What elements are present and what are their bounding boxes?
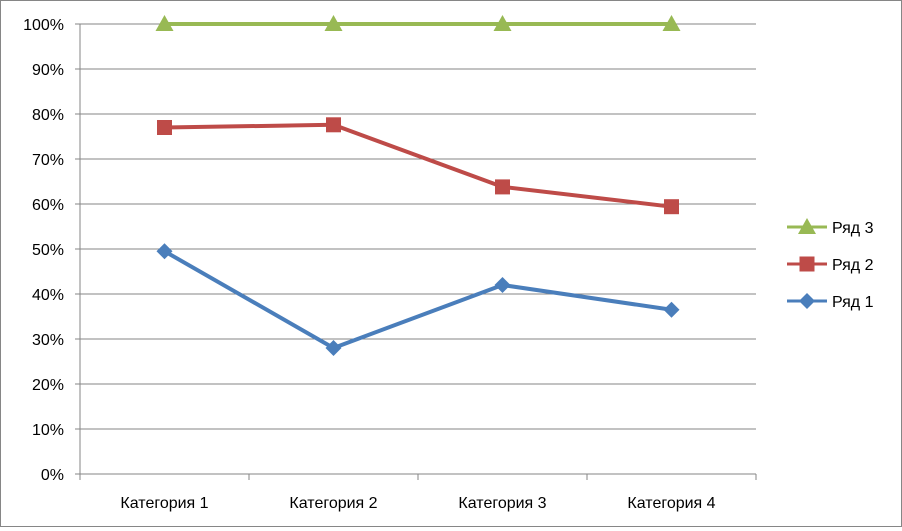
y-tick-label: 20%: [32, 377, 64, 394]
x-tick-label: Категория 3: [458, 495, 546, 512]
series-1-point: [494, 277, 511, 293]
legend: Ряд 3 Ряд 2 Ряд 1: [787, 218, 874, 311]
legend-swatch-marker: [798, 218, 816, 234]
x-axis-tick-labels: Категория 1 Категория 2 Категория 3 Категор…: [120, 495, 715, 512]
series-3-point: [493, 15, 512, 31]
legend-item-3: Ряд 3: [787, 218, 874, 237]
legend-item-1: Ряд 1: [787, 293, 874, 311]
series-3: [155, 15, 681, 31]
series-2: [157, 117, 679, 215]
series-3-point: [662, 15, 681, 31]
y-tick-label: 40%: [32, 287, 64, 304]
series-1-point: [663, 301, 680, 318]
y-tick-label: 10%: [32, 422, 64, 439]
axes: [75, 23, 757, 480]
legend-label: Ряд 1: [832, 294, 874, 311]
x-tick-label: Категория 4: [627, 495, 715, 512]
series-2-point: [495, 179, 510, 195]
legend-label: Ряд 3: [832, 220, 874, 237]
y-tick-label: 0%: [41, 467, 64, 484]
y-axis-tick-labels: 0% 10% 20% 30% 40% 50% 60% 70% 80% 90% 100%: [23, 17, 64, 484]
x-tick-label: Категория 2: [289, 495, 377, 512]
y-tick-label: 80%: [32, 107, 64, 124]
y-tick-label: 70%: [32, 152, 64, 169]
legend-swatch-marker: [799, 293, 815, 309]
series-lines: [155, 15, 681, 356]
legend-swatch-marker: [799, 256, 815, 272]
gridlines: [80, 23, 756, 430]
series-1: [156, 243, 680, 356]
series-1-point: [325, 340, 342, 356]
x-tick-label: Категория 1: [120, 495, 208, 512]
series-2-point: [664, 199, 679, 215]
series-3-point: [155, 15, 174, 31]
y-tick-label: 60%: [32, 197, 64, 214]
series-2-line: [162, 122, 674, 209]
series-2-point: [157, 120, 172, 135]
series-2-point: [326, 117, 341, 133]
legend-item-2: Ряд 2: [787, 256, 874, 274]
y-tick-label: 100%: [23, 17, 64, 34]
y-tick-label: 50%: [32, 242, 64, 259]
series-1-point: [156, 243, 173, 260]
y-tick-label: 30%: [32, 332, 64, 349]
y-tick-label: 90%: [32, 62, 64, 79]
series-3-point: [324, 15, 343, 31]
series-1-line: [162, 249, 674, 350]
legend-label: Ряд 2: [832, 257, 874, 274]
